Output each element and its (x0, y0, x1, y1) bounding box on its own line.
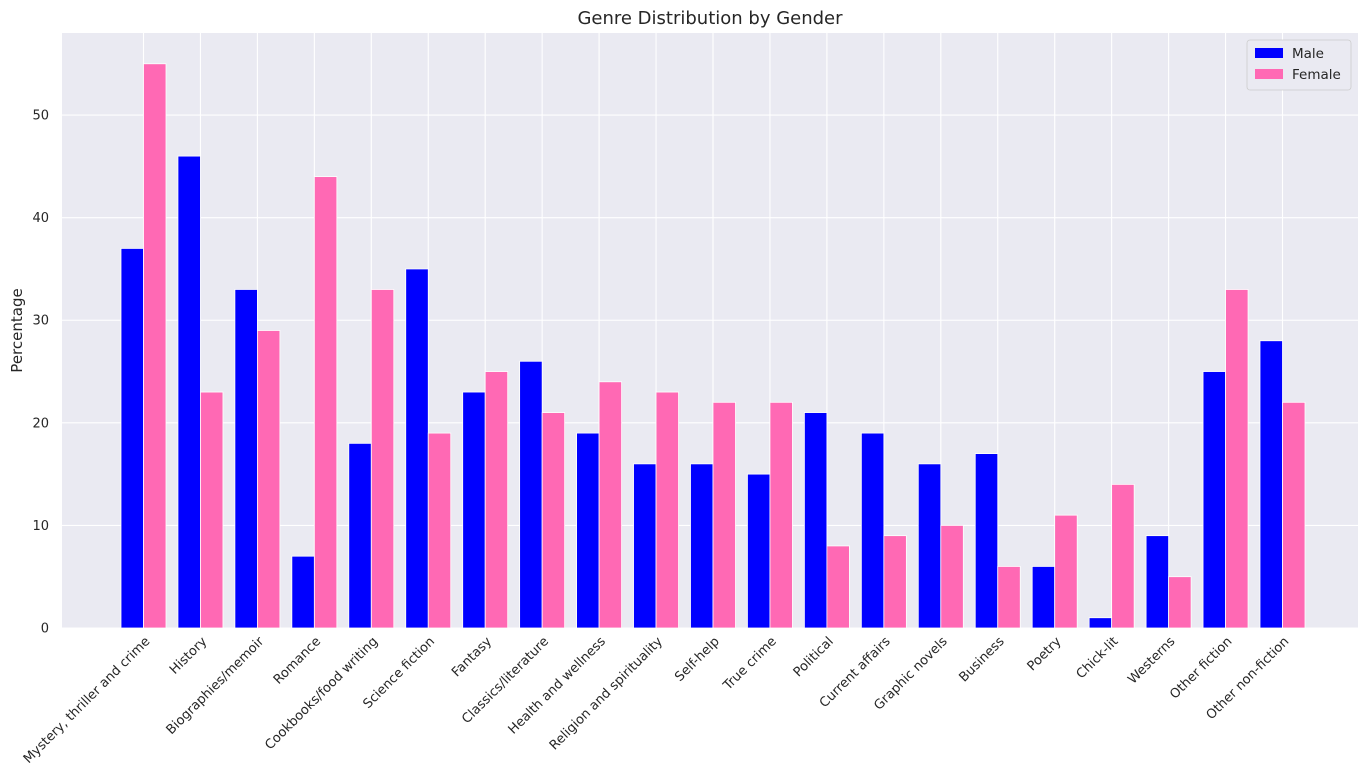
bar-male-2 (234, 289, 258, 629)
bar-female-5 (427, 432, 452, 629)
x-tick-labels: Mystery, thriller and crime HistoryBiogra… (21, 634, 1293, 767)
x-tick-label: Business (956, 634, 1007, 685)
x-tick-label: Fantasy (449, 634, 495, 680)
bar-female-1 (200, 391, 224, 629)
bar-female-7 (541, 412, 566, 629)
y-tick-label: 40 (32, 211, 49, 226)
bar-male-10 (690, 463, 714, 629)
x-tick-label: Mystery, thriller and crime (21, 634, 154, 767)
bar-female-4 (370, 289, 395, 629)
bar-male-0 (120, 248, 144, 629)
bar-male-5 (405, 268, 429, 629)
bar-male-6 (462, 391, 486, 629)
bar-male-12 (804, 412, 828, 629)
x-tick-label: True crime (720, 634, 780, 694)
bar-female-6 (484, 371, 509, 629)
x-tick-label: Biographies/memoir (164, 634, 268, 738)
x-tick-label: Westerns (1125, 634, 1178, 687)
y-tick-label: 30 (32, 314, 49, 329)
bars (120, 63, 1306, 629)
bar-female-3 (313, 176, 338, 629)
y-tick-label: 20 (32, 416, 49, 431)
legend: Male Female (1246, 39, 1352, 91)
chart-title: Genre Distribution by Gender (577, 8, 843, 29)
bar-male-16 (1031, 566, 1056, 629)
y-tick-labels: 0 10 20 30 40 50 (32, 109, 49, 637)
bar-female-13 (883, 535, 907, 629)
bar-female-16 (1054, 514, 1078, 629)
y-tick-label: 10 (32, 519, 49, 534)
bar-female-11 (769, 401, 793, 629)
bar-male-8 (576, 432, 600, 629)
bar-female-12 (826, 545, 850, 629)
bar-female-9 (655, 391, 679, 629)
bar-female-15 (997, 566, 1021, 629)
x-tick-label: History (167, 634, 211, 678)
bar-male-18 (1145, 535, 1169, 629)
bar-female-20 (1282, 401, 1306, 629)
x-tick-label: Health and wellness (506, 634, 609, 737)
x-tick-label: Poetry (1025, 634, 1065, 674)
bar-male-4 (348, 442, 372, 629)
bar-male-13 (860, 432, 885, 629)
bar-male-7 (519, 360, 543, 629)
y-tick-label: 0 (41, 622, 49, 637)
legend-label-male: Male (1292, 46, 1324, 62)
bar-male-3 (291, 555, 315, 629)
bar-male-15 (974, 453, 999, 629)
bar-male-14 (917, 463, 942, 629)
legend-label-female: Female (1292, 67, 1341, 83)
bar-male-19 (1202, 371, 1226, 629)
y-axis-label: Percentage (8, 288, 26, 372)
bar-female-19 (1225, 289, 1249, 629)
x-tick-label: Self-help (672, 634, 723, 685)
bar-male-1 (177, 155, 201, 629)
x-tick-label: Romance (271, 634, 324, 687)
bar-female-0 (143, 63, 167, 629)
bar-female-18 (1168, 576, 1192, 629)
bar-female-17 (1111, 483, 1135, 629)
legend-swatch-male (1255, 48, 1283, 58)
bar-female-2 (256, 330, 281, 629)
bar-male-9 (633, 463, 657, 629)
bar-male-11 (747, 473, 771, 629)
y-tick-label: 50 (32, 109, 49, 124)
bar-female-8 (598, 381, 622, 629)
legend-swatch-female (1255, 69, 1283, 79)
x-tick-label: Cookbooks/food writing (262, 634, 381, 753)
x-tick-label: Political (791, 634, 837, 680)
bar-male-17 (1088, 617, 1113, 629)
x-tick-label: Religion and spirituality (547, 634, 666, 753)
bar-female-10 (712, 401, 736, 629)
bar-female-14 (940, 525, 964, 629)
bar-male-20 (1259, 340, 1283, 629)
x-tick-label: Chick-lit (1074, 634, 1122, 682)
